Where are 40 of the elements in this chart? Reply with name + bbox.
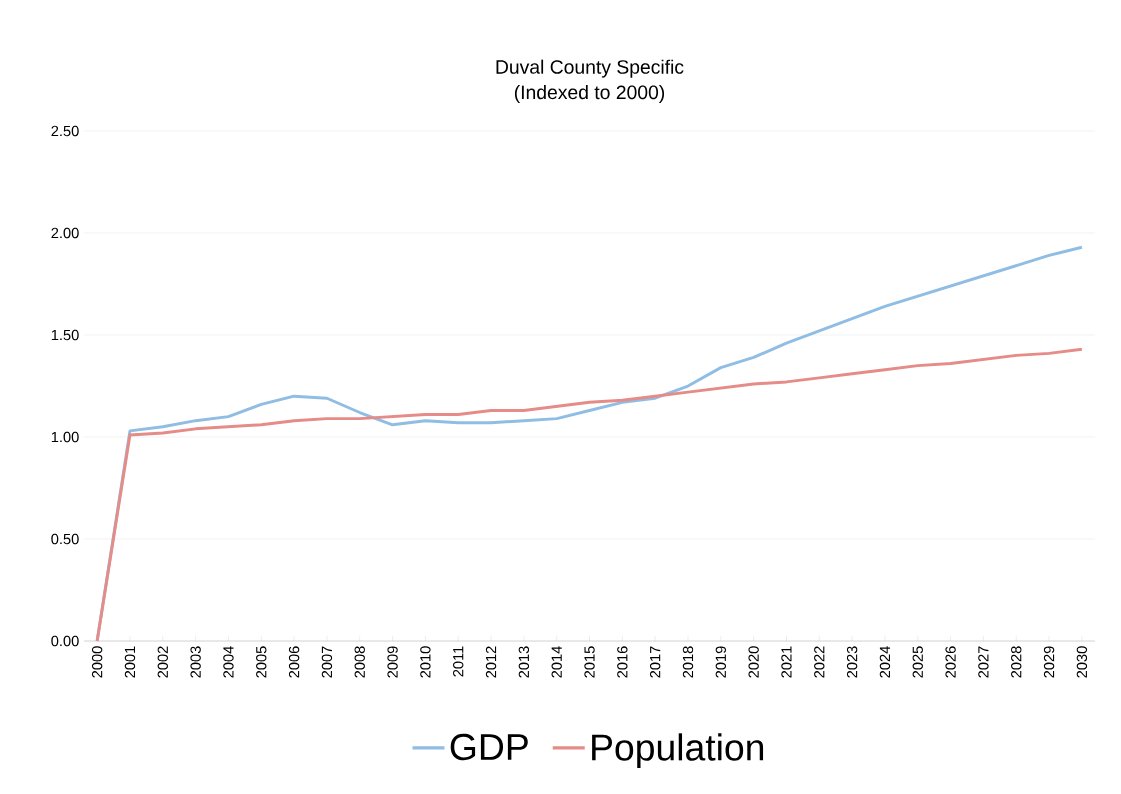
- x-tick-label: 2029: [1043, 646, 1055, 678]
- x-tick-label: 2026: [945, 646, 956, 678]
- x-tick-label: 2024: [879, 646, 891, 678]
- x-tick-label: 2012: [485, 646, 497, 678]
- x-tick-label: 2002: [157, 646, 168, 678]
- x-tick-label: 2022: [814, 646, 825, 678]
- y-tick-label: 0.50: [51, 533, 79, 545]
- x-tick-label: 2023: [846, 646, 858, 678]
- x-tick-label: 2014: [551, 646, 562, 678]
- x-tick-label: 2027: [978, 646, 989, 678]
- x-tick-label: 2021: [781, 646, 792, 678]
- x-tick-label: 2003: [190, 646, 201, 678]
- x-tick-label: 2028: [1011, 646, 1022, 678]
- x-tick-label: 2025: [912, 646, 923, 678]
- x-tick-label: 2017: [649, 646, 661, 678]
- y-tick-label: 1.50: [51, 329, 79, 341]
- x-tick-label: 2006: [288, 646, 300, 678]
- x-tick-label: 2011: [453, 646, 464, 677]
- legend-label: Population: [592, 733, 764, 769]
- x-tick-label: 2018: [682, 646, 694, 678]
- y-tick-label: 0.00: [51, 635, 79, 647]
- x-tick-label: 2008: [354, 646, 365, 678]
- x-tick-label: 2009: [387, 646, 398, 678]
- x-tick-label: 2001: [124, 646, 136, 678]
- x-tick-label: 2020: [748, 646, 759, 678]
- y-tick-label: 2.00: [51, 227, 79, 239]
- x-tick-label: 2007: [321, 646, 333, 678]
- x-tick-label: 2019: [715, 646, 726, 678]
- x-tick-label: 2004: [223, 646, 234, 678]
- x-tick-label: 2015: [584, 646, 595, 678]
- x-tick-label: 2000: [91, 646, 103, 678]
- x-tick-label: 2013: [518, 646, 530, 678]
- chart-title: Duval County Specific (Indexed to 2000): [496, 59, 684, 103]
- y-tick-label: 2.50: [51, 125, 79, 137]
- x-tick-label: 2010: [420, 646, 431, 678]
- x-tick-label: 2005: [256, 646, 267, 678]
- y-tick-label: 1.00: [51, 431, 79, 443]
- x-tick-label: 2016: [617, 646, 628, 678]
- legend-label: GDP: [450, 733, 528, 761]
- x-tick-label: 2030: [1076, 646, 1088, 678]
